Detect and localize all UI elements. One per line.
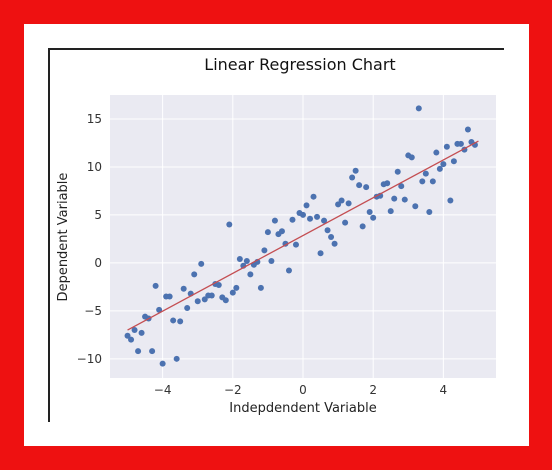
data-point: [138, 329, 145, 336]
data-point: [408, 154, 415, 161]
data-point: [180, 285, 187, 292]
data-point: [201, 296, 208, 303]
data-point: [398, 183, 405, 190]
data-point: [443, 143, 450, 150]
tick-labels: −4 −2 0 2 4 −10 −5 0 5 10 15: [77, 112, 448, 397]
data-point: [236, 256, 243, 263]
data-point: [149, 348, 156, 355]
data-point: [194, 298, 201, 305]
data-point: [401, 196, 408, 203]
data-point: [264, 229, 271, 236]
data-point: [310, 193, 317, 200]
data-point: [159, 360, 166, 367]
data-point: [349, 174, 356, 181]
data-point: [292, 241, 299, 248]
data-point: [450, 158, 457, 165]
data-point: [324, 227, 331, 234]
x-tick-label: −4: [154, 383, 172, 397]
data-point: [166, 293, 173, 300]
data-points: [124, 105, 478, 367]
x-tick-label: 4: [440, 383, 448, 397]
x-tick-label: −2: [224, 383, 242, 397]
x-tick-label: 0: [299, 383, 307, 397]
x-tick-label: 2: [369, 383, 377, 397]
data-point: [191, 271, 198, 278]
data-point: [222, 297, 229, 304]
data-point: [184, 304, 191, 311]
data-point: [170, 317, 177, 324]
data-point: [352, 167, 359, 174]
data-point: [177, 318, 184, 325]
data-point: [278, 228, 285, 235]
y-tick-label: 0: [94, 256, 102, 270]
data-point: [447, 197, 454, 204]
data-point: [342, 219, 349, 226]
data-point: [464, 126, 471, 133]
data-point: [285, 267, 292, 274]
data-point: [173, 355, 180, 362]
data-point: [387, 208, 394, 215]
data-point: [271, 217, 278, 224]
data-point: [317, 250, 324, 257]
data-point: [226, 221, 233, 228]
data-point: [384, 180, 391, 187]
y-tick-label: −10: [77, 352, 102, 366]
data-point: [422, 170, 429, 177]
data-point: [215, 281, 222, 288]
data-point: [363, 184, 370, 191]
x-axis-label: Indepdendent Variable: [229, 401, 376, 416]
data-point: [345, 200, 352, 207]
data-point: [289, 216, 296, 223]
y-axis-label: Dependent Variable: [56, 173, 71, 302]
data-point: [208, 292, 215, 299]
data-point: [229, 289, 236, 296]
data-point: [335, 201, 342, 208]
data-point: [261, 247, 268, 254]
data-point: [321, 217, 328, 224]
data-point: [356, 182, 363, 189]
data-point: [394, 168, 401, 175]
data-point: [426, 209, 433, 216]
data-point: [268, 257, 275, 264]
y-tick-label: 10: [87, 160, 102, 174]
chart-title: Linear Regression Chart: [204, 55, 395, 74]
data-point: [328, 233, 335, 240]
data-point: [156, 306, 163, 313]
data-point: [366, 209, 373, 216]
data-point: [314, 213, 321, 220]
regression-line: [127, 140, 479, 331]
data-point: [233, 284, 240, 291]
data-point: [359, 223, 366, 230]
data-point: [429, 178, 436, 185]
data-point: [440, 161, 447, 168]
data-point: [307, 215, 314, 222]
data-point: [331, 240, 338, 247]
data-point: [152, 282, 159, 289]
data-point: [131, 327, 138, 334]
data-point: [436, 165, 443, 172]
data-point: [300, 211, 306, 218]
y-tick-label: 5: [94, 208, 102, 222]
data-point: [415, 105, 422, 112]
y-tick-label: 15: [87, 112, 102, 126]
data-point: [457, 140, 464, 147]
data-point: [391, 195, 398, 202]
data-point: [243, 257, 250, 264]
data-point: [128, 336, 135, 343]
data-point: [303, 202, 310, 209]
data-point: [124, 332, 131, 339]
y-tick-label: −5: [84, 304, 102, 318]
data-point: [419, 178, 426, 185]
data-point: [433, 149, 440, 156]
data-point: [257, 284, 264, 291]
data-point: [370, 214, 377, 221]
data-point: [135, 348, 142, 355]
data-point: [247, 271, 254, 278]
data-point: [412, 203, 419, 210]
data-point: [338, 197, 345, 204]
data-point: [198, 260, 205, 267]
